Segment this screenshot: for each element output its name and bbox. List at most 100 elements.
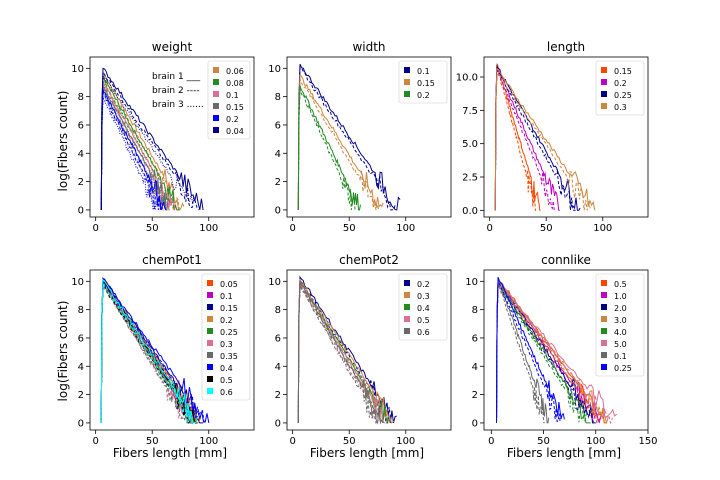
chart-title: connlike <box>541 253 591 267</box>
legend-label: 0.25 <box>220 328 238 337</box>
legend-marker <box>213 67 219 73</box>
legend-label: 3.0 <box>614 316 627 325</box>
y-tick-label: 0.0 <box>462 206 478 217</box>
y-tick-label: 0 <box>472 418 478 429</box>
legend-label: 0.15 <box>417 79 435 88</box>
x-tick-label: 100 <box>396 436 415 447</box>
y-tick-label: 10 <box>268 277 281 288</box>
series-line-0.6 <box>100 283 194 423</box>
legend-marker <box>601 340 607 346</box>
axes-frame <box>483 56 649 218</box>
x-tick-label: 50 <box>146 436 159 447</box>
series-line-0.1 <box>496 281 545 424</box>
series-line-0.15 <box>494 66 536 211</box>
axes-frame <box>286 56 452 218</box>
y-tick-label: 10 <box>71 64 84 75</box>
legend-label: 0.3 <box>417 292 430 301</box>
y-tick-label: 6 <box>78 333 84 344</box>
y-tick-label: 8 <box>275 92 281 103</box>
series-line-0.15 <box>297 78 380 211</box>
plot-area <box>297 63 401 211</box>
plot-area <box>494 63 596 211</box>
y-tick-label: 10 <box>268 64 281 75</box>
series-line-0.2 <box>100 91 162 210</box>
legend-marker <box>207 316 213 322</box>
series-line-0.3 <box>100 284 188 423</box>
y-tick-label: 4 <box>472 362 478 373</box>
series-line-0.06 <box>100 70 185 211</box>
series-line-0.25 <box>494 64 581 211</box>
y-tick-label: 2 <box>275 177 281 188</box>
y-tick-label: 6 <box>472 333 478 344</box>
chart-title: width <box>352 40 385 54</box>
legend-marker <box>213 103 219 109</box>
legend-marker <box>601 352 607 358</box>
series-line-0.1 <box>297 67 397 211</box>
series-line-0.2 <box>297 275 397 424</box>
series-line-0.25 <box>496 280 561 423</box>
plot-area <box>100 276 210 425</box>
series-line-3.0 <box>496 279 609 425</box>
panel-width: width 0 50 100 0 2 4 6 8 10 0.1 0.15 0.2 <box>268 40 452 234</box>
legend-marker <box>207 328 213 334</box>
chart-title: weight <box>152 40 193 54</box>
y-tick-label: 6 <box>78 120 84 131</box>
legend-label: 0.15 <box>614 67 632 76</box>
legend-label: 0.6 <box>417 328 430 337</box>
legend-label: 2.0 <box>614 304 627 313</box>
legend-label: 4.0 <box>614 328 627 337</box>
series-line-4.0 <box>496 279 591 424</box>
legend-marker <box>404 91 410 97</box>
legend-label: 5.0 <box>614 340 627 349</box>
y-tick-label: 8 <box>472 305 478 316</box>
series-line-0.04 <box>100 70 199 210</box>
series-line-0.3 <box>494 71 591 211</box>
chart-title: length <box>547 40 585 54</box>
legend-marker <box>207 292 213 298</box>
series-line-0.25 <box>496 276 565 423</box>
legend-label: 0.3 <box>614 103 627 112</box>
x-tick-label: 150 <box>638 436 657 447</box>
y-tick-label: 4 <box>275 149 281 160</box>
legend-label: 0.1 <box>614 352 627 361</box>
legend-marker <box>601 280 607 286</box>
y-tick-label: 10 <box>71 277 84 288</box>
legend-label: 1.0 <box>614 292 627 301</box>
panel-weight: weight 0 50 100 0 2 4 6 8 10 0.06 0.08 0.1 0.15 0.2 0.0… <box>71 40 255 234</box>
legend-marker <box>213 79 219 85</box>
legend-label: 0.2 <box>417 280 430 289</box>
series-line-0.2 <box>297 88 356 211</box>
legend-marker <box>601 79 607 85</box>
panel-connlike: connlike 0 50 100 150 0 2 4 6 8 10 0.5 1.0 2.0 3.0 4.0 5… <box>465 253 657 447</box>
x-tick-label: 100 <box>199 436 218 447</box>
series-line-0.04 <box>100 75 195 210</box>
legend-marker <box>601 316 607 322</box>
legend-marker <box>207 376 213 382</box>
legend-label: 0.2 <box>226 115 239 124</box>
y-tick-label: 7.5 <box>462 106 478 117</box>
legend-marker <box>207 352 213 358</box>
y-tick-label: 0 <box>275 418 281 429</box>
y-tick-label: 0 <box>78 205 84 216</box>
x-tick-label: 100 <box>593 223 612 234</box>
legend-marker <box>404 328 410 334</box>
x-tick-label: 100 <box>396 223 415 234</box>
y-tick-label: 4 <box>275 362 281 373</box>
legend-label: 0.5 <box>417 316 430 325</box>
series-line-0.3 <box>494 68 596 211</box>
series-line-0.6 <box>297 284 379 425</box>
y-tick-label: 2 <box>78 390 84 401</box>
legend-label: 0.3 <box>220 340 233 349</box>
legend-marker <box>404 280 410 286</box>
x-axis-label-2: Fibers length [mm] <box>310 446 424 460</box>
series-line-0.25 <box>100 283 192 423</box>
series-line-0.5 <box>297 281 386 424</box>
annotation-text: brain 2 ---- <box>152 86 200 96</box>
y-tick-label: 2 <box>472 390 478 401</box>
y-tick-label: 5.0 <box>462 139 478 150</box>
y-tick-label: 2 <box>275 390 281 401</box>
x-axis-label-1: Fibers length [mm] <box>113 446 227 460</box>
legend-marker <box>207 364 213 370</box>
legend-label: 0.06 <box>226 67 244 76</box>
legend-label: 0.2 <box>614 79 627 88</box>
